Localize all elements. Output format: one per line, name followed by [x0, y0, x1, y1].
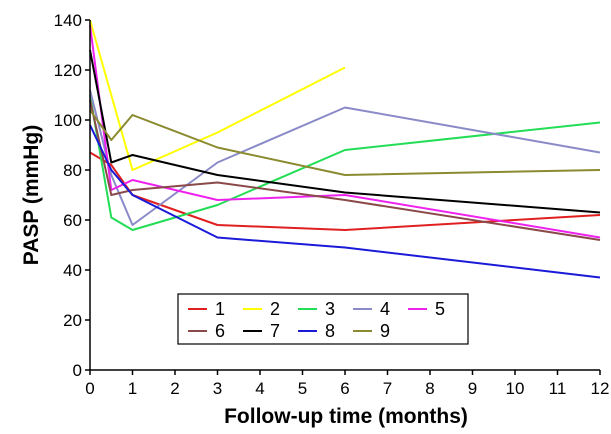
x-tick-label: 12 [591, 379, 610, 398]
series-line-2 [89, 19, 346, 171]
x-tick-label: 6 [340, 379, 349, 398]
x-tick-label: 9 [468, 379, 477, 398]
y-axis-title: PASP (mmHg) [20, 125, 43, 265]
legend: 1 2 3 4 5 6 7 8 9 [177, 293, 469, 345]
plot-lines [89, 19, 601, 279]
series-line-3 [89, 94, 601, 231]
legend-label-3: 3 [325, 299, 335, 319]
legend-label-6: 6 [215, 321, 225, 341]
legend-label-7: 7 [270, 321, 280, 341]
y-tick-label: 20 [63, 311, 82, 330]
legend-label-9: 9 [380, 321, 390, 341]
legend-box [177, 293, 469, 345]
axes [85, 19, 601, 375]
series-line-4 [89, 89, 601, 226]
x-tick-label: 5 [298, 379, 307, 398]
series-line-7 [89, 49, 601, 214]
legend-label-2: 2 [270, 299, 280, 319]
y-tick-label: 60 [63, 211, 82, 230]
y-tick-label: 120 [54, 61, 82, 80]
x-tick-label: 7 [383, 379, 392, 398]
series-line-6 [89, 99, 601, 241]
series-line-8 [89, 124, 601, 279]
legend-label-8: 8 [325, 321, 335, 341]
y-tick-label: 100 [54, 111, 82, 130]
x-tick-label: 4 [255, 379, 264, 398]
legend-label-5: 5 [435, 299, 445, 319]
x-tick-label: 2 [170, 379, 179, 398]
y-tick-label: 40 [63, 261, 82, 280]
y-tick-label: 0 [73, 361, 82, 380]
y-tick-label: 80 [63, 161, 82, 180]
x-tick-label: 1 [128, 379, 137, 398]
x-tick-label: 8 [425, 379, 434, 398]
legend-label-4: 4 [380, 299, 390, 319]
x-tick-label: 3 [213, 379, 222, 398]
x-tick-label: 10 [506, 379, 525, 398]
x-axis-title: Follow-up time (months) [224, 405, 468, 428]
series-line-1 [89, 151, 601, 231]
x-tick-label: 0 [85, 379, 94, 398]
series-line-9 [89, 109, 601, 176]
y-tick-label: 140 [54, 11, 82, 30]
legend-label-1: 1 [215, 299, 225, 319]
x-tick-label: 11 [549, 379, 567, 398]
